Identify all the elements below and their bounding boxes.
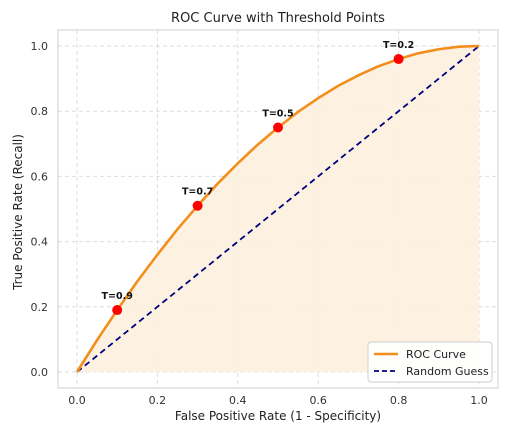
x-tick-label: 0.4	[229, 394, 247, 407]
legend-label: Random Guess	[406, 365, 489, 378]
y-tick-label: 1.0	[31, 40, 49, 53]
threshold-point	[393, 54, 404, 65]
threshold-label: T=0.5	[262, 109, 293, 120]
x-tick-label: 1.0	[470, 394, 488, 407]
legend-label: ROC Curve	[406, 348, 466, 361]
chart-title: ROC Curve with Threshold Points	[171, 11, 385, 26]
threshold-point	[112, 305, 123, 316]
x-axis-title: False Positive Rate (1 - Specificity)	[175, 409, 381, 423]
plot-area: 0.0 0.2 0.4 0.6 0.8 1.0 0.0 0.2 0.4 0.6 0.8 1.0 T=0.…	[31, 29, 499, 407]
y-tick-label: 0.8	[31, 105, 49, 118]
threshold-point	[273, 122, 283, 133]
y-axis-title: True Positive Rate (Recall)	[11, 134, 25, 291]
legend-box	[367, 341, 493, 383]
threshold-label: T=0.9	[102, 291, 133, 302]
random-guess-line	[76, 45, 480, 373]
legend: ROC Curve Random Guess	[367, 341, 493, 383]
y-tick-label: 0.4	[31, 236, 49, 249]
x-tick-label: 0.8	[390, 394, 408, 407]
y-tick-label: 0.6	[31, 170, 49, 183]
x-tick-label: 0.0	[68, 394, 86, 407]
x-tick-label: 0.2	[149, 394, 167, 407]
roc-area-fill	[77, 46, 479, 372]
threshold-label: T=0.7	[182, 187, 213, 198]
threshold-label: T=0.2	[383, 40, 414, 51]
threshold-point	[192, 200, 203, 211]
y-tick-label: 0.2	[31, 301, 49, 314]
y-tick-label: 0.0	[31, 366, 49, 379]
x-tick-label: 0.6	[309, 394, 327, 407]
